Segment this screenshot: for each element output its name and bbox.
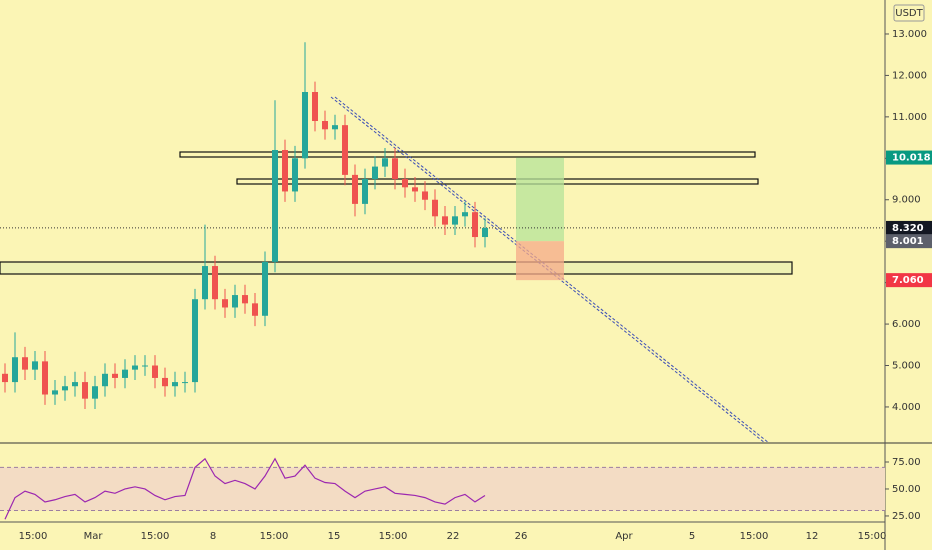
price-tag xyxy=(886,234,932,249)
candle-body xyxy=(222,299,228,308)
candle-body xyxy=(232,295,238,308)
candle-body xyxy=(202,266,208,300)
support-box xyxy=(0,261,793,275)
y-tick-label: 12.000 xyxy=(892,70,927,81)
candle-body xyxy=(462,212,468,217)
candle-body xyxy=(452,216,458,225)
currency: USDT xyxy=(895,8,923,19)
price-tag-label: 7.060 xyxy=(892,275,924,286)
candle-body xyxy=(252,303,258,316)
candle-body xyxy=(382,158,388,167)
candle-body xyxy=(262,261,268,316)
candle-body xyxy=(182,382,188,384)
target-zone xyxy=(516,157,564,242)
candle-body xyxy=(212,266,218,300)
x-tick-label: 15:00 xyxy=(260,531,289,542)
rsi-line xyxy=(4,457,486,520)
price-tag-label: 10.018 xyxy=(892,153,931,164)
candle-body xyxy=(92,386,98,399)
candle-body xyxy=(422,191,428,200)
candle-body xyxy=(22,357,28,370)
candle-body xyxy=(402,179,408,188)
x-tick-label: 26 xyxy=(515,531,528,542)
x-tick-label: 15:00 xyxy=(379,531,408,542)
candle-body xyxy=(62,386,68,391)
candle-body xyxy=(272,150,278,262)
y-tick-label: 13.000 xyxy=(892,29,927,40)
x-tick-label: Apr xyxy=(615,531,633,542)
candle-body xyxy=(112,373,118,378)
resistance-box xyxy=(179,151,756,158)
x-tick-label: 22 xyxy=(447,531,460,542)
rsi-y-tick-label: 25.00 xyxy=(892,511,921,522)
candle-body xyxy=(102,373,108,387)
candle-body xyxy=(72,382,78,387)
candle-body xyxy=(2,373,8,383)
candle-body xyxy=(412,187,418,192)
currency-box xyxy=(893,4,925,22)
candle-body xyxy=(32,361,38,370)
resistance-box xyxy=(236,178,759,185)
x-tick-label: 15:00 xyxy=(141,531,170,542)
candle-body xyxy=(192,299,198,383)
x-tick-label: 15:00 xyxy=(858,531,887,542)
candle-body xyxy=(352,174,358,204)
candle-body xyxy=(122,369,128,378)
y-tick-label: 11.000 xyxy=(892,112,927,123)
candle-body xyxy=(472,212,478,238)
price-tag-label: 8.001 xyxy=(892,236,924,247)
candle-body xyxy=(312,91,318,122)
candle-body xyxy=(242,295,248,304)
candle-body xyxy=(152,365,158,378)
y-tick-label: 5.000 xyxy=(892,361,921,372)
x-tick-label: 5 xyxy=(689,531,695,542)
candle-body xyxy=(52,390,58,395)
price-tag-label: 8.320 xyxy=(892,223,924,234)
candle-body xyxy=(42,361,48,395)
candle-body xyxy=(332,125,338,130)
price-tag xyxy=(886,273,932,288)
candle-body xyxy=(162,377,168,387)
candle-body xyxy=(292,158,298,192)
candle-body xyxy=(82,382,88,399)
price-tag xyxy=(886,150,932,165)
candle-body xyxy=(302,91,308,159)
x-tick-label: Mar xyxy=(84,531,104,542)
y-tick-label: 4.000 xyxy=(892,402,921,413)
candle-body xyxy=(142,365,148,367)
stop-zone xyxy=(516,241,564,281)
candle-body xyxy=(442,216,448,225)
candle-body xyxy=(372,166,378,180)
candle-body xyxy=(132,365,138,370)
y-tick-label: 6.000 xyxy=(892,319,921,330)
candle-body xyxy=(362,179,368,204)
candle-body xyxy=(12,357,18,383)
x-tick-label: 15 xyxy=(328,531,341,542)
candle-body xyxy=(172,382,178,387)
x-tick-label: 8 xyxy=(210,531,216,542)
x-tick-label: 15:00 xyxy=(19,531,48,542)
candle-body xyxy=(322,121,328,130)
candle-body xyxy=(282,150,288,192)
candle-body xyxy=(342,125,348,175)
rsi-y-tick-label: 75.00 xyxy=(892,457,921,468)
candle-body xyxy=(392,158,398,180)
candle-body xyxy=(482,227,488,238)
x-tick-label: 12 xyxy=(806,531,819,542)
rsi-y-tick-label: 50.00 xyxy=(892,484,921,495)
y-tick-label: 9.000 xyxy=(892,195,921,206)
x-tick-label: 15:00 xyxy=(740,531,769,542)
candle-body xyxy=(432,199,438,217)
